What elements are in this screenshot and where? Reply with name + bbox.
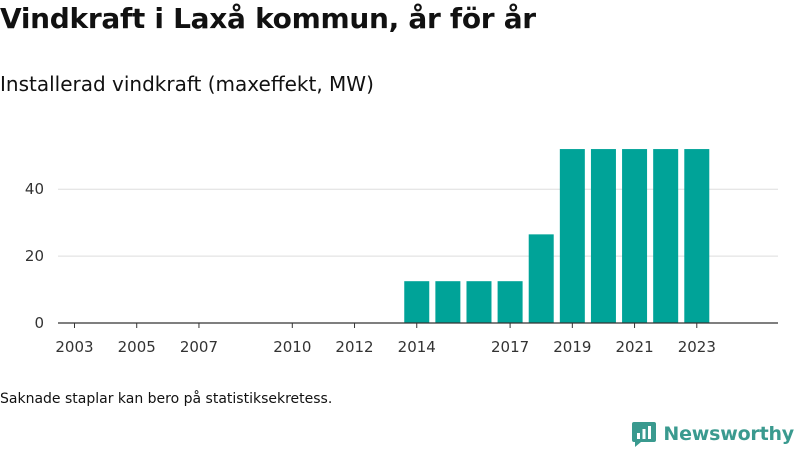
- bar-2014: [404, 281, 430, 323]
- x-tick-label: 2012: [335, 338, 373, 356]
- bar-chart: 0 20 40 2003 2005 2007 2010 2012 2014 2017 2019 202…: [25, 149, 778, 356]
- bar-2017: [497, 281, 523, 323]
- x-tick-label: 2003: [55, 338, 93, 356]
- x-tick-label: 2017: [491, 338, 529, 356]
- x-tick-label: 2007: [180, 338, 218, 356]
- bar-2015: [435, 281, 461, 323]
- y-tick-label: 40: [25, 180, 44, 198]
- footnote: Saknade staplar kan bero på statistiksek…: [0, 391, 333, 407]
- y-tick-label: 20: [25, 247, 44, 265]
- x-tick-label: 2021: [615, 338, 653, 356]
- bar-2016: [466, 281, 492, 323]
- bar-2019: [559, 149, 585, 323]
- x-tick-label: 2005: [118, 338, 156, 356]
- x-tick-label: 2010: [273, 338, 311, 356]
- bar-2021: [622, 149, 648, 323]
- newsworthy-logo-icon: [632, 422, 657, 447]
- y-tick-label: 0: [34, 314, 44, 332]
- x-tick-label: 2014: [398, 338, 436, 356]
- chart-subtitle: Installerad vindkraft (maxeffekt, MW): [0, 72, 374, 96]
- bar-2018: [528, 234, 554, 323]
- bar-2020: [590, 149, 616, 323]
- newsworthy-logo-text: Newsworthy: [663, 423, 794, 445]
- bar-2022: [653, 149, 679, 323]
- bar-2023: [684, 149, 710, 323]
- x-tick-label: 2019: [553, 338, 591, 356]
- x-tick-label: 2023: [678, 338, 716, 356]
- chart-title: Vindkraft i Laxå kommun, år för år: [0, 2, 536, 35]
- newsworthy-logo: Newsworthy: [631, 420, 794, 448]
